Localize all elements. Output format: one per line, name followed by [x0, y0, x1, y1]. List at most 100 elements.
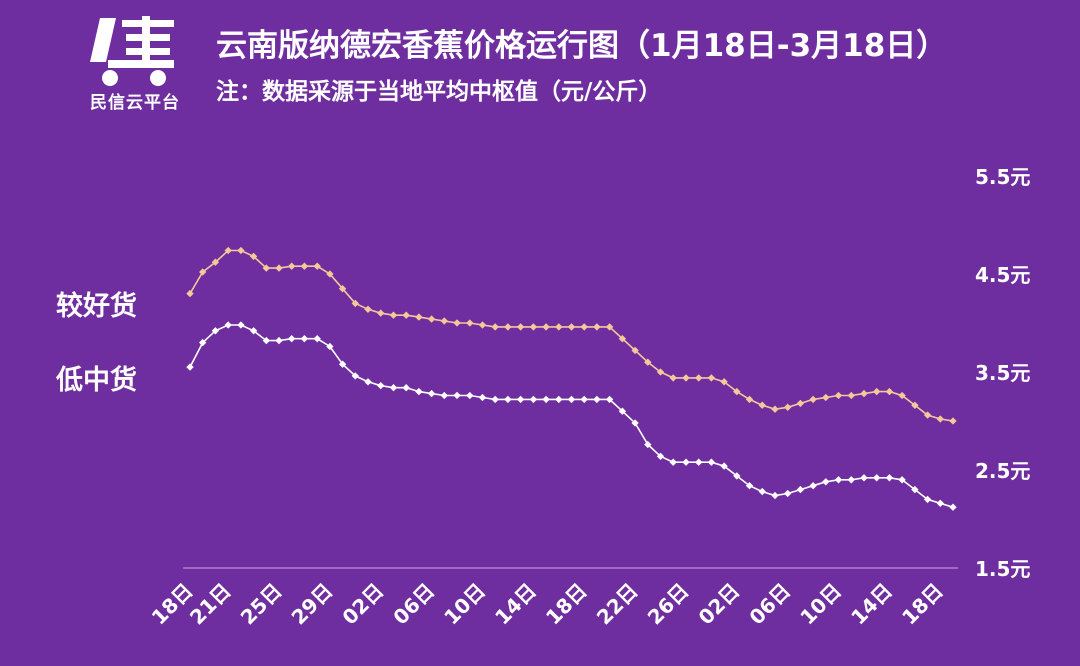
data-point-good	[453, 319, 461, 327]
data-point-low	[834, 476, 843, 484]
data-point-good	[911, 401, 919, 409]
y-tick-label: 5.5元	[975, 165, 1030, 189]
x-tick-label: 10日	[439, 579, 490, 630]
data-point-low	[326, 342, 334, 351]
data-point-low	[898, 476, 906, 484]
data-point-good	[555, 323, 563, 331]
data-point-good	[466, 319, 474, 327]
x-tick-label: 14日	[490, 579, 541, 630]
data-point-good	[199, 268, 207, 276]
x-tick-label: 18日	[541, 579, 592, 630]
data-point-low	[618, 407, 627, 415]
data-point-low	[491, 395, 499, 404]
data-point-good	[745, 395, 754, 404]
y-tick-label: 1.5元	[975, 557, 1030, 581]
data-point-low	[707, 458, 716, 466]
data-point-good	[873, 387, 881, 396]
data-point-good	[618, 335, 627, 343]
data-point-good	[300, 262, 309, 270]
data-point-good	[313, 262, 321, 270]
data-point-good	[542, 323, 550, 331]
y-tick-label: 3.5元	[975, 361, 1030, 385]
data-point-low	[758, 487, 766, 496]
data-point-low	[605, 395, 614, 404]
data-point-good	[364, 305, 372, 313]
data-point-low	[809, 482, 817, 490]
x-tick-label: 06日	[388, 579, 439, 630]
x-tick-label: 10日	[795, 579, 846, 630]
data-point-good	[605, 323, 614, 331]
data-point-low	[237, 321, 245, 329]
data-point-low	[733, 472, 741, 480]
data-point-good	[936, 415, 944, 423]
y-tick-label: 4.5元	[975, 263, 1030, 287]
data-point-good	[275, 264, 283, 272]
data-point-low	[822, 478, 830, 486]
data-point-good	[237, 246, 245, 255]
data-point-good	[923, 411, 932, 419]
x-tick-label: 02日	[694, 579, 745, 630]
data-point-good	[784, 403, 792, 411]
data-point-good	[288, 262, 296, 270]
data-point-low	[504, 395, 512, 404]
x-tick-label: 02日	[337, 579, 388, 630]
data-point-low	[402, 384, 410, 392]
data-point-low	[300, 335, 309, 343]
y-tick-label: 2.5元	[975, 459, 1030, 483]
data-point-good	[860, 389, 868, 398]
data-point-good	[720, 378, 728, 386]
data-point-low	[873, 474, 881, 482]
data-point-low	[631, 419, 639, 427]
data-point-low	[516, 395, 525, 404]
data-point-low	[784, 489, 792, 498]
x-tick-label: 14日	[846, 579, 897, 630]
data-point-low	[466, 391, 474, 400]
data-point-low	[186, 363, 194, 371]
data-point-low	[351, 372, 359, 380]
data-point-low	[669, 458, 677, 466]
data-point-low	[911, 485, 919, 494]
data-point-low	[529, 395, 538, 404]
data-point-low	[224, 321, 232, 329]
data-point-good	[504, 323, 512, 331]
data-point-good	[669, 374, 677, 382]
data-point-low	[389, 384, 398, 392]
data-point-good	[898, 391, 906, 400]
data-point-good	[631, 346, 639, 355]
data-point-low	[338, 360, 347, 368]
data-point-good	[796, 399, 805, 408]
data-point-low	[567, 395, 576, 404]
data-point-good	[644, 358, 652, 366]
x-tick-label: 18日	[897, 579, 948, 630]
data-point-low	[262, 336, 270, 345]
data-point-low	[720, 462, 728, 470]
data-point-low	[644, 440, 652, 449]
data-point-low	[745, 482, 754, 490]
data-point-good	[682, 374, 690, 382]
data-point-good	[529, 323, 538, 331]
data-point-good	[695, 374, 703, 382]
logo: 民信云平台	[72, 8, 192, 113]
data-point-good	[377, 309, 385, 317]
legend-good-label: 较好货	[56, 291, 137, 322]
data-point-good	[771, 405, 779, 413]
data-point-low	[478, 393, 487, 402]
x-tick-label: 06日	[744, 579, 795, 630]
data-point-good	[567, 323, 576, 331]
data-point-low	[440, 391, 448, 400]
data-point-good	[211, 258, 220, 266]
data-point-low	[427, 389, 436, 398]
truck-logo-icon	[90, 16, 174, 86]
data-point-low	[771, 491, 779, 500]
data-point-good	[822, 393, 830, 402]
data-point-good	[402, 311, 410, 319]
x-tick-label: 22日	[592, 579, 643, 630]
data-point-low	[313, 335, 321, 343]
data-point-low	[923, 495, 932, 504]
data-point-low	[695, 458, 703, 466]
x-tick-label: 18日	[147, 579, 198, 630]
logo-text: 民信云平台	[90, 93, 180, 113]
data-point-good	[415, 313, 423, 321]
data-point-good	[949, 417, 957, 425]
